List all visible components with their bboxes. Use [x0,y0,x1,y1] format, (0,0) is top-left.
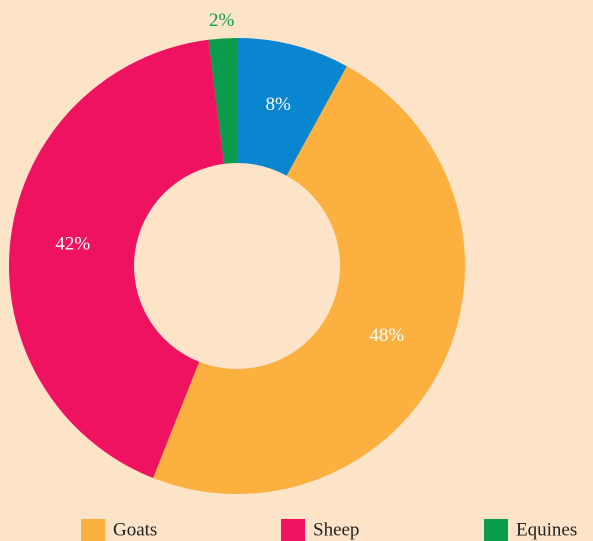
legend-label: Sheep [313,519,359,540]
data-label: 2% [209,10,235,31]
legend-label: Equines [516,519,577,540]
donut-segment [8,39,225,478]
legend-label: Goats [113,519,157,540]
data-label: 48% [369,325,404,346]
donut-segment [153,66,466,495]
donut-segment [208,38,237,164]
data-label: 8% [265,94,291,115]
legend-swatch [281,519,305,541]
legend-swatch [484,519,508,541]
data-label: 42% [55,234,90,255]
legend-swatch [81,519,105,541]
donut-segment [237,38,347,176]
